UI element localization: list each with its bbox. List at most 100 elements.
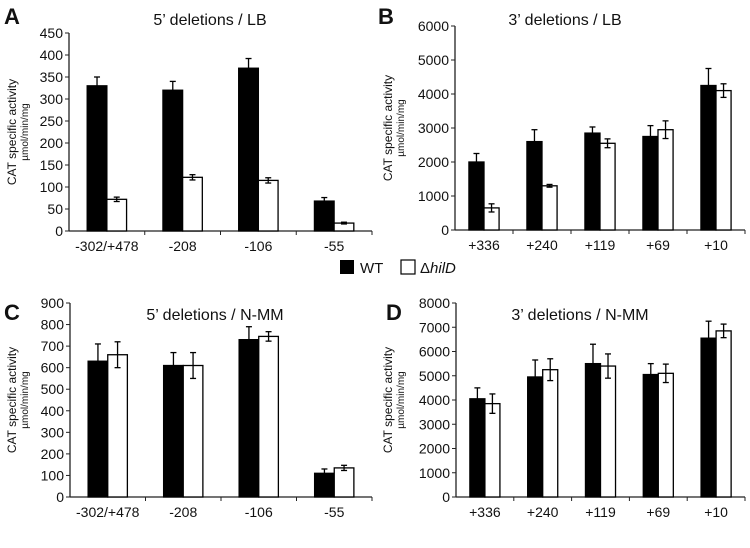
y-tick-label: 2000 (419, 441, 450, 457)
y-tick-label: 400 (40, 47, 64, 63)
x-tick-label: -55 (324, 504, 344, 520)
y-tick-label: 6000 (418, 18, 449, 34)
y-tick-label: 0 (441, 222, 449, 238)
y-tick-label: 1000 (419, 465, 450, 481)
x-tick-label: +240 (527, 504, 559, 520)
x-tick-label: +336 (469, 504, 501, 520)
x-tick-label: -302/+478 (76, 504, 140, 520)
y-tick-label: 150 (40, 157, 64, 173)
bar-hild (182, 364, 204, 498)
y-tick-label: 450 (40, 25, 64, 41)
panel-a: A 5’ deletions / LB CAT specific activity µ… (4, 4, 373, 254)
y-tick-label: 600 (41, 360, 65, 376)
bar-hild (181, 176, 203, 232)
y-tick-label: 5000 (419, 368, 450, 384)
y-tick-label: 200 (40, 135, 64, 151)
y-tick-label: 400 (41, 403, 65, 419)
y-axis-unit: µmol/min/mg (20, 103, 31, 160)
bar-wt (238, 67, 260, 232)
y-axis-unit: µmol/min/mg (20, 371, 31, 428)
bar-hild (715, 330, 732, 498)
panel-title: 5’ deletions / N-MM (146, 307, 283, 324)
bar-hild (657, 372, 674, 498)
legend-label-wt: WT (360, 260, 383, 277)
y-axis-label: CAT specific activity (381, 347, 395, 453)
bar-hild (106, 198, 128, 232)
y-axis-unit: µmol/min/mg (396, 371, 407, 428)
legend-swatch-wt (340, 260, 354, 274)
x-tick-label: -106 (245, 504, 273, 520)
panel-letter: A (4, 4, 20, 29)
legend-label-hild: ΔhilD (420, 260, 456, 277)
bar-wt (162, 89, 184, 232)
x-tick-label: +69 (646, 237, 670, 253)
bar-wt (313, 472, 335, 498)
bar-hild (333, 467, 355, 498)
bar-wt (700, 337, 717, 498)
y-tick-label: 4000 (418, 86, 449, 102)
y-tick-label: 100 (41, 467, 65, 483)
bar-wt (87, 360, 109, 498)
x-tick-label: -208 (169, 504, 197, 520)
y-tick-label: 2000 (418, 154, 449, 170)
y-tick-label: 3000 (418, 120, 449, 136)
y-tick-label: 300 (41, 424, 65, 440)
bar-wt (313, 200, 335, 232)
y-tick-label: 8000 (419, 295, 450, 311)
y-tick-label: 300 (40, 91, 64, 107)
x-tick-label: +336 (468, 237, 500, 253)
y-tick-label: 700 (41, 338, 65, 354)
legend: WT ΔhilD (340, 259, 456, 277)
bar-hild (484, 402, 501, 498)
y-tick-label: 200 (41, 446, 65, 462)
y-tick-label: 500 (41, 381, 65, 397)
bar-wt (469, 398, 486, 498)
bar-wt (584, 132, 601, 231)
panel-c: C 5’ deletions / N-MM CAT specific activit… (4, 295, 373, 520)
y-tick-label: 4000 (419, 392, 450, 408)
legend-delta: Δ (420, 260, 430, 277)
x-tick-label: +240 (526, 237, 558, 253)
bar-wt (642, 373, 659, 498)
y-axis-label: CAT specific activity (5, 79, 19, 185)
bar-hild (657, 129, 674, 231)
y-tick-label: 50 (47, 201, 63, 217)
panel-letter: B (378, 4, 394, 29)
y-axis-label: CAT specific activity (381, 75, 395, 181)
bar-wt (526, 140, 543, 231)
panel-b: B 3’ deletions / LB CAT specific activity µ… (378, 4, 746, 253)
bar-wt (700, 84, 717, 231)
y-tick-label: 100 (40, 179, 64, 195)
x-tick-label: -106 (244, 238, 272, 254)
bar-wt (584, 362, 602, 498)
y-tick-label: 0 (442, 489, 450, 505)
bar-hild (541, 185, 558, 231)
y-tick-label: 900 (41, 295, 65, 311)
bar-hild (542, 369, 559, 498)
legend-hild: hilD (430, 260, 456, 277)
panel-letter: D (386, 300, 402, 325)
x-tick-label: -208 (169, 238, 197, 254)
y-tick-label: 7000 (419, 319, 450, 335)
x-tick-label: +119 (585, 504, 616, 520)
x-tick-label: -55 (324, 238, 344, 254)
panel-title: 5’ deletions / LB (153, 12, 266, 29)
x-tick-label: +119 (585, 237, 616, 253)
bar-wt (238, 338, 260, 498)
y-axis-label: CAT specific activity (5, 347, 19, 453)
bar-hild (599, 142, 616, 231)
legend-swatch-hild (400, 259, 416, 275)
y-tick-label: 800 (41, 317, 65, 333)
bar-wt (642, 135, 659, 231)
panel-title: 3’ deletions / LB (508, 12, 621, 29)
y-tick-label: 1000 (418, 188, 449, 204)
y-tick-label: 250 (40, 113, 64, 129)
x-tick-label: -302/+478 (75, 238, 139, 254)
y-tick-label: 6000 (419, 344, 450, 360)
bar-hild (257, 179, 279, 232)
panel-title: 3’ deletions / N-MM (511, 307, 648, 324)
x-tick-label: +10 (704, 504, 728, 520)
y-tick-label: 350 (40, 69, 64, 85)
bar-wt (468, 161, 485, 231)
